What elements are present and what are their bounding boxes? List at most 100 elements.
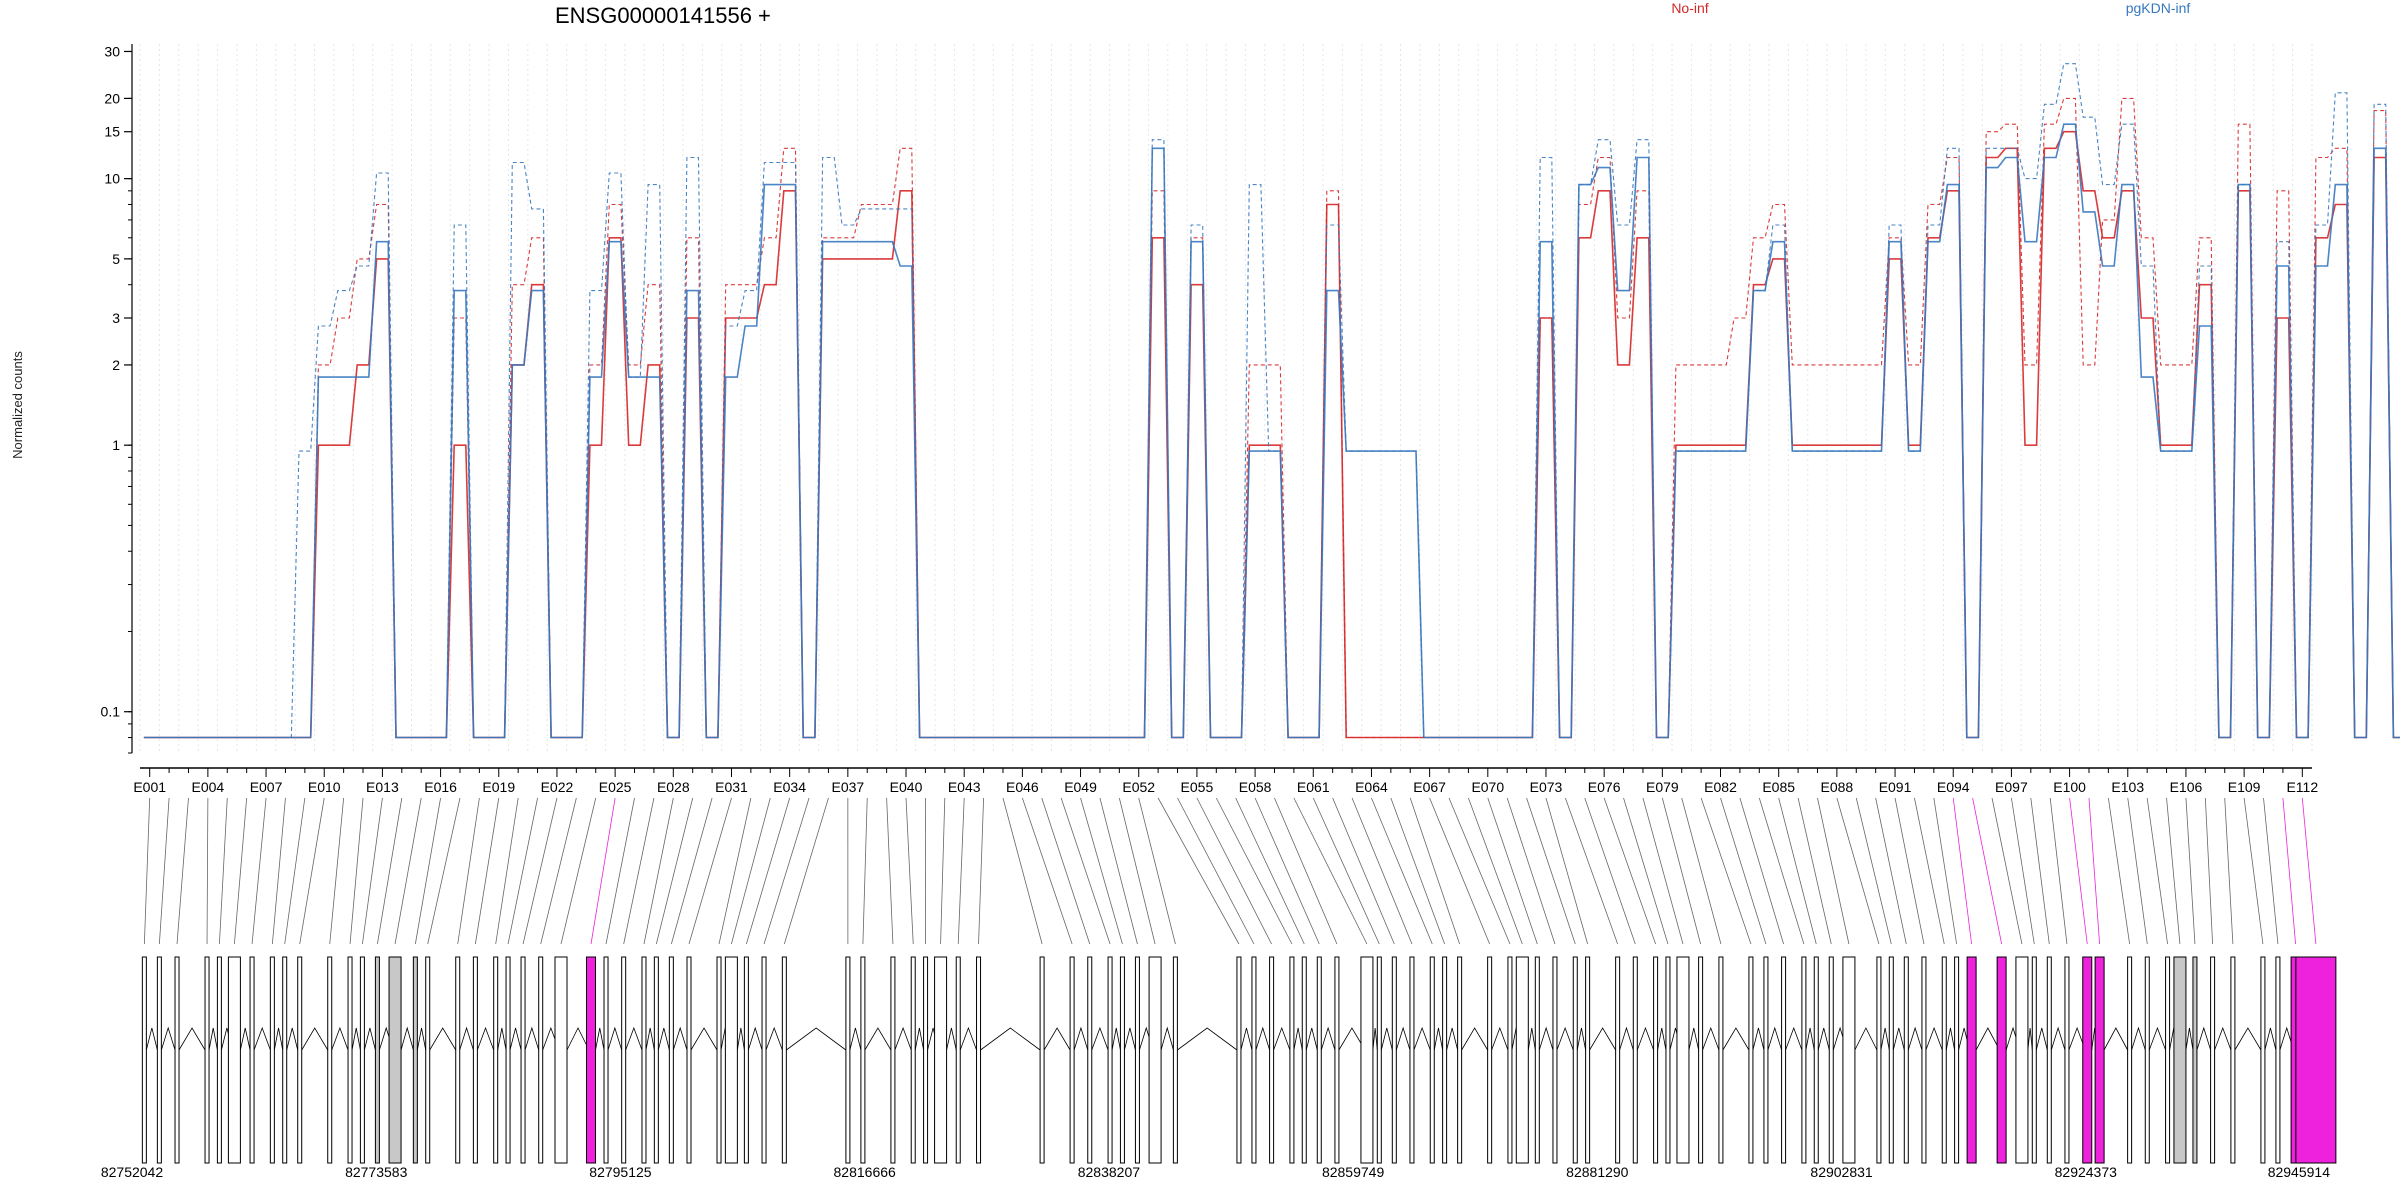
exon-box: [1301, 956, 1307, 1164]
exon-box: [1632, 956, 1638, 1164]
exon-mapping-line: [299, 797, 325, 945]
intron-connector: [1854, 1027, 1878, 1051]
exon-mapping-line: [474, 797, 500, 945]
genomic-coordinate-label: 82816666: [834, 1164, 897, 1180]
exon-box: [2210, 956, 2216, 1164]
exon-mapping-line: [1875, 797, 1907, 945]
intron-connector: [2214, 1026, 2232, 1051]
exon-mapping-line: [655, 797, 694, 945]
exon-mapping-line: [176, 797, 189, 945]
exon-mapping-line: [394, 797, 422, 945]
exon-mapping-line: [670, 797, 713, 945]
exon-mapping-line: [1118, 797, 1156, 945]
exon-mapping-line: [783, 797, 829, 945]
exon-box: [1457, 956, 1463, 1164]
intron-connector: [1907, 1026, 1923, 1051]
exon-box: [1039, 956, 1045, 1164]
exon-mapping-line: [1409, 797, 1461, 945]
exon-box: [910, 956, 916, 1164]
intron-connector: [2131, 1026, 2146, 1051]
exon-box: [761, 956, 767, 1164]
exon-mapping-line: [1235, 797, 1305, 945]
exon-box: [2127, 956, 2133, 1164]
exon-mapping-line: [1894, 797, 1925, 945]
exon-mapping-line: [2185, 797, 2196, 945]
intron-connector: [497, 1027, 507, 1051]
exon-box: [1172, 956, 1178, 1164]
x-tick-label: E070: [1471, 779, 1504, 795]
axes: 0.1 1 2 3 5 10 15 20 30 E001 E004 E007 E010 E013 E016 E…: [101, 43, 2319, 795]
exon-box: [724, 956, 738, 1164]
intron-connector: [240, 1027, 251, 1051]
series-lines: [143, 63, 2400, 739]
exon-mapping-line: [1526, 797, 1576, 945]
intron-connector: [1091, 1026, 1109, 1051]
exon-mapping-line: [718, 797, 752, 945]
exon-mapping-line: [590, 797, 616, 945]
x-tick-label: E037: [831, 779, 864, 795]
exon-mapping-line: [2088, 797, 2101, 945]
exon-mapping-line: [2166, 797, 2181, 945]
grid-layer: [139, 44, 2313, 753]
exon-mapping-line: [522, 797, 558, 945]
exon-box: [2031, 956, 2037, 1164]
exon-box: [1069, 956, 1075, 1164]
y-tick-label: 3: [112, 310, 120, 326]
exon-mapping-line: [1661, 797, 1701, 945]
exon-box: [976, 956, 982, 1164]
intron-connector: [1556, 1026, 1574, 1051]
exon-box: [1966, 956, 1977, 1164]
intron-connector: [672, 1026, 688, 1051]
exon-box: [1781, 956, 1787, 1164]
intron-connector: [351, 1027, 361, 1051]
intron-connector: [2050, 1026, 2066, 1051]
intron-connector: [1975, 1027, 2000, 1051]
x-tick-label: E094: [1937, 779, 1970, 795]
exon-mapping-line: [1623, 797, 1669, 945]
exon-mapping-lines: [143, 797, 2317, 945]
exon-mapping-line: [2204, 797, 2213, 945]
exon-box: [141, 956, 147, 1164]
exon-box: [2260, 956, 2266, 1164]
exon-box: [686, 956, 692, 1164]
exon-box: [297, 956, 303, 1164]
exon-box: [204, 956, 210, 1164]
x-tick-label: E106: [2170, 779, 2203, 795]
exon-mapping-line: [730, 797, 771, 945]
exon-box: [1316, 956, 1322, 1164]
exon-mapping-line: [1099, 797, 1138, 945]
intron-connector: [1817, 1027, 1830, 1051]
exon-box: [890, 956, 896, 1164]
intron-connector: [160, 1026, 176, 1051]
exon-box: [1813, 956, 1819, 1164]
gene-model-track: 82752042 82773583 82795125 82816666 82838207…: [101, 956, 2337, 1180]
series-line-no-inf-solid: [143, 130, 2400, 739]
x-tick-label: E031: [715, 779, 748, 795]
intron-connector: [1538, 1026, 1554, 1051]
exon-mapping-line: [1933, 797, 1958, 945]
x-tick-label: E073: [1530, 779, 1563, 795]
exon-mapping-line: [1642, 797, 1684, 945]
intron-connector: [1255, 1026, 1270, 1051]
exon-box: [743, 956, 749, 1164]
exon-mapping-line: [1991, 797, 2023, 945]
exon-mapping-line: [1157, 797, 1240, 945]
exon-mapping-line: [1351, 797, 1413, 945]
exon-mapping-line: [957, 797, 965, 945]
exon-box: [425, 956, 431, 1164]
x-tick-label: E100: [2053, 779, 2086, 795]
exon-box: [1334, 956, 1340, 1164]
x-tick-label: E001: [133, 779, 166, 795]
exon-mapping-line: [206, 797, 209, 945]
exon-mapping-line: [2049, 797, 2068, 945]
intron-connector: [765, 1026, 783, 1051]
exon-mapping-line: [1758, 797, 1805, 945]
intron-connector: [1160, 1026, 1174, 1051]
exon-box: [1748, 956, 1754, 1164]
intron-connector: [894, 1026, 912, 1051]
y-tick-label: 1: [112, 437, 120, 453]
exon-mapping-line: [1041, 797, 1091, 945]
intron-connector: [253, 1026, 271, 1051]
exon-box: [1289, 956, 1295, 1164]
exon-box: [2275, 956, 2281, 1164]
